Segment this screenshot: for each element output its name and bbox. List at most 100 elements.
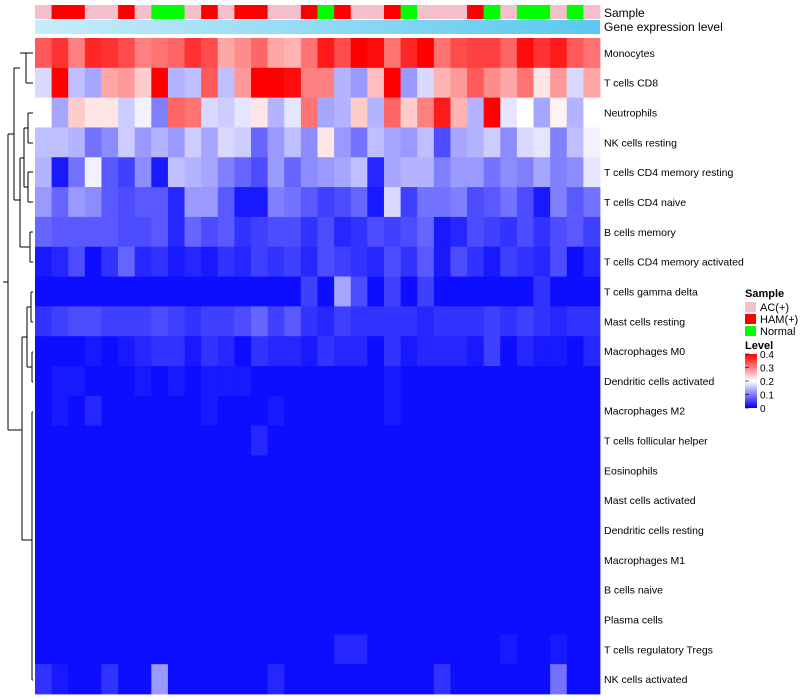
heatmap-cell (566, 127, 584, 158)
heatmap-cell (151, 574, 169, 605)
heatmap-cell (400, 395, 418, 427)
heatmap-cell (51, 127, 69, 158)
heatmap-cell (184, 544, 202, 576)
heatmap-cell (383, 634, 401, 665)
heatmap-cell (317, 216, 335, 248)
heatmap-cell (84, 664, 102, 695)
heatmap-cell (68, 544, 86, 576)
heatmap-cell (51, 515, 69, 546)
heatmap-cell (284, 366, 302, 397)
heatmap-cell (151, 634, 169, 665)
heatmap-cell (483, 336, 501, 367)
heatmap-cell (350, 574, 368, 605)
heatmap-cell (284, 664, 302, 695)
heatmap-cell (334, 306, 352, 337)
heatmap-cell (68, 455, 86, 486)
heatmap-cell (68, 395, 86, 427)
heatmap-cell (68, 306, 86, 337)
heatmap-cell (317, 336, 335, 367)
sample-cell (533, 5, 551, 19)
heatmap-cell (251, 38, 269, 69)
heatmap-cell (134, 216, 152, 248)
heatmap-cell (118, 425, 136, 456)
heatmap-cell (201, 187, 219, 218)
heatmap-cell (234, 216, 252, 248)
heatmap-cell (68, 485, 86, 516)
heatmap-cell (417, 485, 435, 516)
heatmap-cell (251, 366, 269, 397)
heatmap-cell (383, 604, 401, 635)
heatmap-cell (583, 187, 601, 218)
row-label: Macrophages M0 (604, 346, 685, 358)
heatmap-cell (167, 455, 185, 486)
heatmap-cell (483, 515, 501, 546)
heatmap-cell (467, 574, 485, 605)
heatmap-cell (234, 246, 252, 277)
row-label: NK cells activated (604, 674, 688, 686)
heatmap-cell (516, 187, 534, 218)
heatmap-cell (184, 157, 202, 188)
heatmap-cell (400, 604, 418, 635)
heatmap-cell (566, 246, 584, 277)
heatmap-cell (300, 67, 318, 99)
heatmap-cell (35, 127, 53, 158)
heatmap-cell (251, 67, 269, 99)
heatmap-cell (267, 455, 285, 486)
sample-cell (350, 5, 368, 19)
heatmap-cell (583, 634, 601, 665)
heatmap-cell (450, 216, 468, 248)
heatmap-cell (533, 276, 551, 307)
heatmap-cell (317, 187, 335, 218)
row-label: Mast cells activated (604, 495, 696, 507)
heatmap-cell (334, 157, 352, 188)
heatmap-cell (450, 515, 468, 546)
heatmap-cell (450, 38, 468, 69)
heatmap-cell (101, 127, 119, 158)
heatmap-cell (566, 97, 584, 128)
heatmap-cell (516, 67, 534, 99)
heatmap-cell (184, 425, 202, 456)
row-label: Macrophages M1 (604, 555, 685, 567)
heatmap-cell (383, 485, 401, 516)
heatmap-cell (334, 276, 352, 307)
heatmap-cell (184, 97, 202, 128)
heatmap-cells (35, 38, 601, 695)
heatmap-cell (367, 246, 385, 277)
heatmap-cell (516, 395, 534, 427)
heatmap-cell (516, 634, 534, 665)
heatmap-cell (101, 425, 119, 456)
row-label: B cells naive (604, 585, 663, 597)
heatmap-cell (350, 515, 368, 546)
heatmap-cell (51, 574, 69, 605)
heatmap-cell (367, 634, 385, 665)
heatmap-cell (533, 455, 551, 486)
heatmap-cell (383, 515, 401, 546)
heatmap-cell (500, 97, 518, 128)
heatmap-cell (118, 187, 136, 218)
heatmap-cell (433, 455, 451, 486)
heatmap-cell (383, 67, 401, 99)
row-label: T cells CD8 (604, 78, 658, 90)
legend-label-normal: Normal (760, 326, 795, 338)
heatmap-cell (533, 38, 551, 69)
heatmap-cell (84, 306, 102, 337)
heatmap-cell (433, 544, 451, 576)
heatmap-cell (51, 216, 69, 248)
heatmap-cell (35, 336, 53, 367)
heatmap-cell (450, 276, 468, 307)
heatmap-cell (101, 574, 119, 605)
legend-swatch-ham (745, 314, 756, 324)
heatmap-cell (500, 574, 518, 605)
heatmap-cell (101, 38, 119, 69)
heatmap-cell (516, 127, 534, 158)
heatmap-cell (68, 67, 86, 99)
heatmap-cell (500, 216, 518, 248)
gene-expression-bar (35, 20, 600, 34)
heatmap-cell (251, 306, 269, 337)
heatmap-cell (334, 187, 352, 218)
heatmap-cell (151, 187, 169, 218)
heatmap-cell (550, 604, 568, 635)
heatmap-cell (201, 455, 219, 486)
heatmap-cell (516, 604, 534, 635)
heatmap-cell (134, 455, 152, 486)
